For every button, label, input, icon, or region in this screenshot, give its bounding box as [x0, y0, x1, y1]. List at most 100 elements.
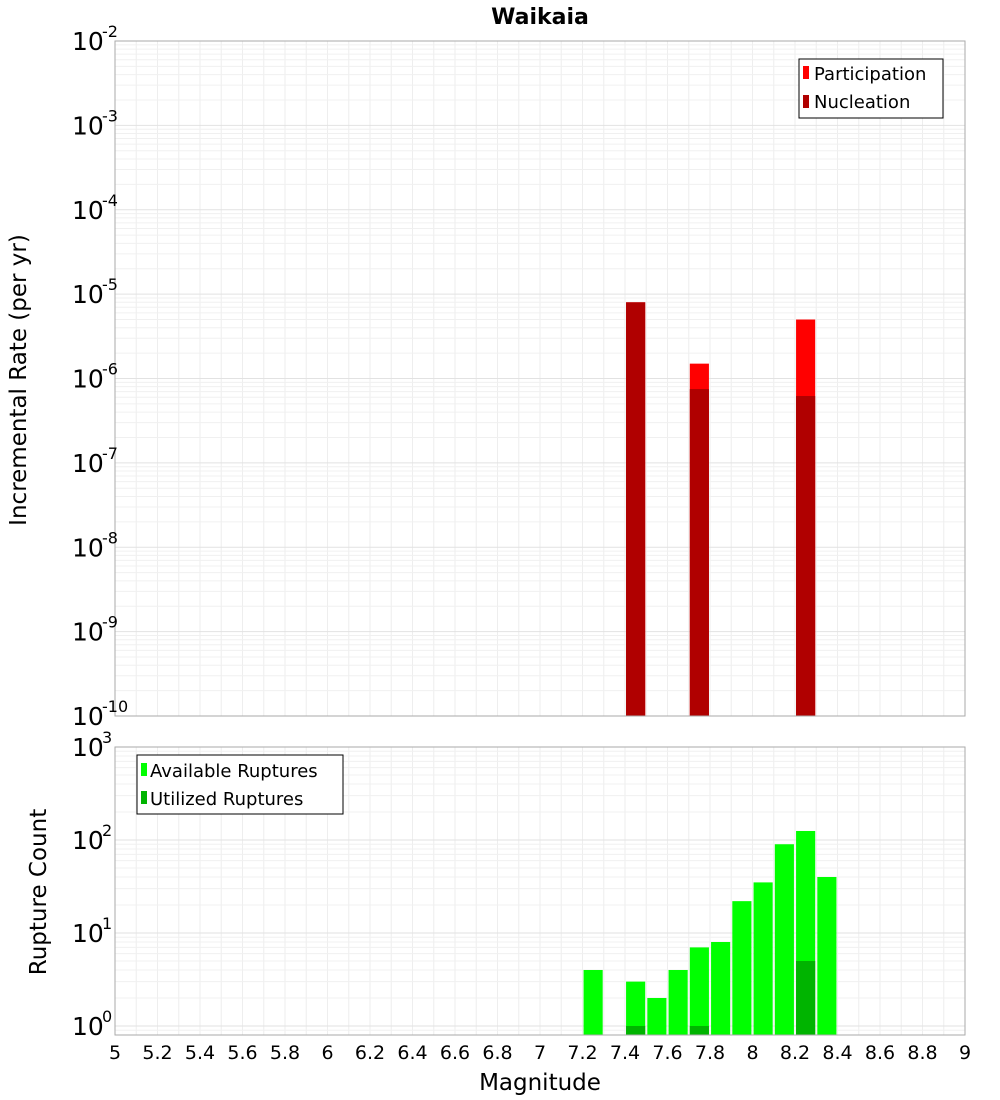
- rate-y-tick-label: 10-9: [72, 613, 118, 647]
- rate-y-axis-label: Incremental Rate (per yr): [6, 234, 32, 526]
- rate-y-tick-label: 10-7: [72, 444, 118, 478]
- x-tick-label: 7: [534, 1042, 546, 1064]
- x-tick-label: 6.6: [440, 1042, 470, 1064]
- rate-y-tick-exp: -4: [102, 191, 118, 210]
- count-y-tick-base: 10: [72, 1012, 104, 1041]
- x-tick-label: 6: [321, 1042, 333, 1064]
- rate-legend-box: [798, 58, 944, 119]
- legend-label-available: Available Ruptures: [150, 761, 318, 782]
- count-bar-available-ruptures: [626, 981, 646, 1035]
- count-bar-available-ruptures: [753, 882, 773, 1035]
- rate-y-tick-label: 10-5: [72, 275, 118, 309]
- x-tick-label: 8.4: [822, 1042, 852, 1064]
- count-bar-available-ruptures: [668, 969, 688, 1035]
- count-y-axis-label: Rupture Count: [26, 809, 52, 975]
- legend-label-participation: Participation: [814, 64, 926, 85]
- rate-y-tick-exp: -10: [102, 697, 128, 716]
- chart-title: Waikaia: [491, 5, 589, 30]
- rate-y-tick-base: 10: [72, 280, 104, 309]
- rate-y-tick-base: 10: [72, 196, 104, 225]
- rate-bar-nucleation: [626, 302, 646, 716]
- rate-y-tick-label: 10-10: [72, 697, 128, 731]
- count-bar-available-ruptures: [774, 844, 794, 1035]
- rate-y-tick-base: 10: [72, 27, 104, 56]
- magnitude-x-axis-label: Magnitude: [479, 1070, 601, 1096]
- rate-y-ticks: 10-210-310-410-510-610-710-810-910-10: [72, 22, 128, 731]
- legend-label-nucleation: Nucleation: [814, 92, 910, 113]
- x-tick-label: 6.8: [482, 1042, 512, 1064]
- rate-y-tick-base: 10: [72, 365, 104, 394]
- rate-panel: 10-210-310-410-510-610-710-810-910-10 In…: [6, 22, 966, 731]
- x-tick-label: 7.4: [610, 1042, 640, 1064]
- legend-swatch-available: [141, 763, 147, 776]
- rate-y-tick-exp: -8: [102, 528, 118, 547]
- count-y-tick-exp: 1: [102, 914, 112, 933]
- count-bar-utilized-ruptures: [626, 1025, 646, 1035]
- rate-y-tick-exp: -7: [102, 444, 118, 463]
- legend-swatch-participation: [803, 66, 809, 79]
- count-bar-available-ruptures: [689, 947, 709, 1035]
- x-tick-label: 7.6: [652, 1042, 682, 1064]
- rate-bar-nucleation: [689, 389, 709, 716]
- x-tick-label: 6.2: [355, 1042, 385, 1064]
- count-bar-utilized-ruptures: [796, 960, 816, 1035]
- legend-swatch-nucleation: [803, 95, 809, 108]
- magnitude-x-ticks: 5 5.2 5.4 5.6 5.8 6 6.2 6.4 6.6 6.8 7 7.2 7.4 7.6 7.8 8…: [109, 1042, 971, 1064]
- legend-label-utilized: Utilized Ruptures: [150, 789, 303, 810]
- count-bar-available-ruptures: [583, 969, 603, 1035]
- count-legend-box: [136, 754, 344, 815]
- count-y-tick-label: 103: [72, 728, 112, 762]
- rate-y-tick-exp: -5: [102, 275, 118, 294]
- count-bar-available-ruptures: [711, 942, 731, 1035]
- rate-plot-frame: [114, 40, 966, 717]
- rate-grid: [115, 41, 965, 716]
- rate-y-tick-exp: -9: [102, 613, 118, 632]
- x-tick-label: 5.4: [185, 1042, 215, 1064]
- count-legend: Available Ruptures Utilized Ruptures: [136, 754, 344, 815]
- x-tick-label: 5: [109, 1042, 121, 1064]
- x-tick-label: 9: [959, 1042, 971, 1064]
- x-tick-label: 5.6: [227, 1042, 257, 1064]
- rate-y-tick-base: 10: [72, 618, 104, 647]
- count-plot-frame: [114, 746, 966, 1036]
- rate-y-tick-base: 10: [72, 702, 104, 731]
- rate-y-tick-exp: -2: [102, 22, 118, 41]
- x-tick-label: 8.8: [907, 1042, 937, 1064]
- rate-y-tick-exp: -6: [102, 360, 118, 379]
- count-bar-available-ruptures: [647, 997, 667, 1035]
- rate-y-tick-base: 10: [72, 533, 104, 562]
- x-tick-label: 5.2: [142, 1042, 172, 1064]
- count-y-tick-exp: 2: [102, 821, 112, 840]
- count-y-tick-label: 102: [72, 821, 112, 855]
- rate-y-tick-label: 10-4: [72, 191, 118, 225]
- rate-bar-nucleation: [796, 396, 816, 716]
- rate-y-tick-label: 10-6: [72, 360, 118, 394]
- rate-legend: Participation Nucleation: [798, 58, 944, 119]
- rate-bars: [626, 302, 816, 716]
- count-y-tick-label: 101: [72, 914, 112, 948]
- x-tick-label: 7.2: [567, 1042, 597, 1064]
- count-bar-available-ruptures: [817, 877, 837, 1035]
- legend-swatch-utilized: [141, 791, 147, 804]
- x-tick-label: 7.8: [695, 1042, 725, 1064]
- count-y-tick-exp: 3: [102, 728, 112, 747]
- rate-y-tick-label: 10-8: [72, 528, 118, 562]
- count-bar-available-ruptures: [732, 901, 752, 1035]
- rate-y-tick-base: 10: [72, 449, 104, 478]
- x-tick-label: 5.8: [270, 1042, 300, 1064]
- count-y-tick-base: 10: [72, 733, 104, 762]
- count-y-tick-exp: 0: [102, 1007, 112, 1026]
- count-y-tick-base: 10: [72, 826, 104, 855]
- x-tick-label: 8.6: [865, 1042, 895, 1064]
- x-tick-label: 8.2: [780, 1042, 810, 1064]
- count-bars: [583, 830, 837, 1035]
- count-bar-utilized-ruptures: [689, 1025, 709, 1035]
- rate-y-tick-base: 10: [72, 111, 104, 140]
- x-tick-label: 8: [746, 1042, 758, 1064]
- x-tick-label: 6.4: [397, 1042, 427, 1064]
- count-y-tick-label: 100: [72, 1007, 112, 1041]
- rate-y-tick-exp: -3: [102, 106, 118, 125]
